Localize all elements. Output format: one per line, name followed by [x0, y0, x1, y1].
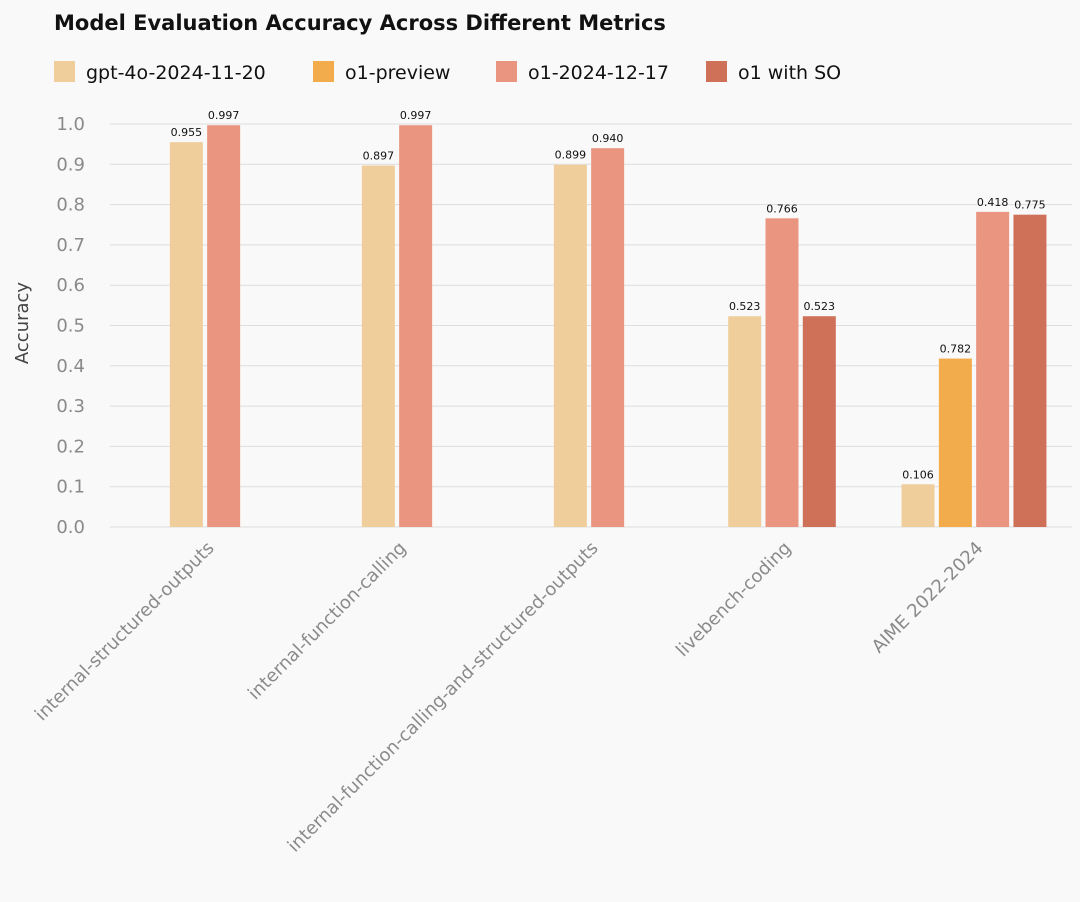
legend-item: gpt-4o-2024-11-20 [54, 61, 266, 84]
bar [802, 316, 836, 527]
legend-item: o1 with SO [706, 61, 841, 84]
y-axis-label: Accuracy [12, 282, 33, 365]
bar-value-label: 0.523 [729, 300, 761, 313]
bar [591, 148, 625, 527]
bar-value-label: 0.897 [363, 150, 395, 163]
y-tick-label: 1.0 [56, 114, 85, 135]
bar [361, 165, 395, 527]
bar-value-label: 0.997 [400, 109, 432, 122]
bar [728, 316, 762, 527]
x-axis: internal-structured-outputs internal-func… [31, 538, 988, 857]
bar-value-label: 0.940 [592, 132, 624, 145]
y-tick-label: 0.9 [56, 154, 85, 175]
y-tick-label: 0.1 [56, 477, 85, 498]
y-tick-label: 0.3 [56, 396, 85, 417]
y-tick-label: 0.5 [56, 316, 85, 337]
legend-label: o1-2024-12-17 [528, 62, 669, 84]
y-tick-label: 0.4 [56, 356, 85, 377]
bar-value-label: 0.782 [940, 343, 972, 356]
bars [169, 125, 1047, 528]
y-tick-label: 0.2 [56, 436, 85, 457]
legend-label: gpt-4o-2024-11-20 [86, 62, 266, 84]
bar-value-label: 0.899 [555, 149, 587, 162]
bar [553, 164, 587, 527]
y-tick-label: 0.6 [56, 275, 85, 296]
y-axis: 0.0 0.1 0.2 0.3 0.4 0.5 0.6 0.7 0.8 0.9 1.0 [56, 114, 85, 538]
y-tick-label: 0.7 [56, 235, 85, 256]
legend-item: o1-2024-12-17 [496, 61, 669, 84]
legend-swatch [54, 61, 75, 82]
bar-value-label: 0.955 [171, 126, 203, 139]
chart-title: Model Evaluation Accuracy Across Differe… [54, 11, 666, 35]
x-tick-label: internal-function-calling-and-structured… [284, 538, 603, 857]
x-tick-label: internal-structured-outputs [31, 538, 219, 726]
bar [765, 218, 799, 527]
legend-swatch [496, 61, 517, 82]
legend-swatch [706, 61, 727, 82]
legend-item: o1-preview [313, 61, 450, 84]
x-tick-label: livebench-coding [672, 538, 795, 661]
bar-value-label: 0.523 [804, 300, 836, 313]
legend-label: o1-preview [345, 62, 450, 84]
legend-label: o1 with SO [738, 62, 841, 84]
bar-value-label: 0.766 [766, 202, 798, 215]
legend-swatch [313, 61, 334, 82]
bar-value-label: 0.775 [1014, 199, 1046, 212]
bar [169, 142, 203, 527]
legend: gpt-4o-2024-11-20 o1-preview o1-2024-12-17… [54, 61, 841, 84]
grid-lines [110, 123, 1072, 528]
bar-labels: 0.955 0.997 0.897 0.997 0.899 0.940 0.523 0.766… [171, 109, 1046, 481]
y-tick-label: 0.8 [56, 195, 85, 216]
bar-value-label: 0.997 [208, 109, 240, 122]
bar [1013, 214, 1047, 528]
bar [399, 125, 433, 528]
bar [901, 484, 935, 527]
bar [207, 125, 241, 528]
bar [938, 358, 972, 527]
x-tick-label: internal-function-calling [244, 538, 410, 704]
y-tick-label: 0.0 [56, 517, 85, 538]
bar-value-label: 0.106 [902, 468, 934, 481]
x-tick-label: AIME 2022-2024 [868, 538, 988, 658]
bar-value-label: 0.418 [977, 196, 1009, 209]
bar [976, 211, 1010, 527]
